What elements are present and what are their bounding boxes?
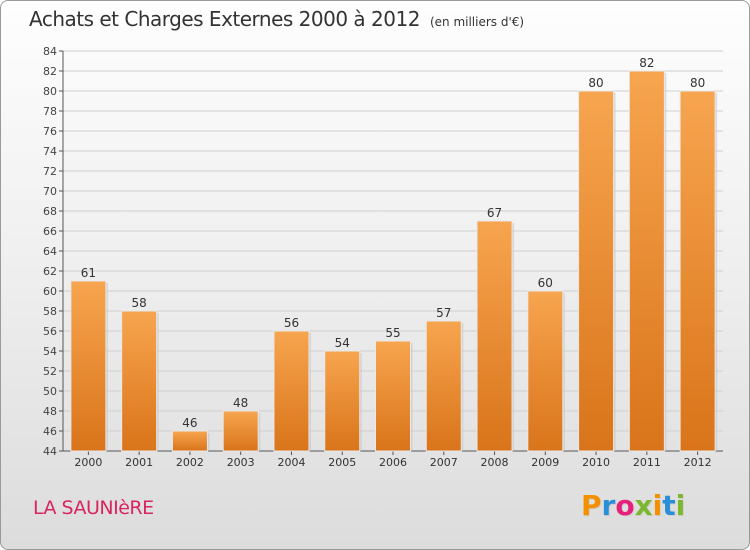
chart-title: Achats et Charges Externes 2000 à 2012 (e…: [29, 7, 524, 31]
chart-units: (en milliers d'€): [429, 15, 525, 29]
bar-2006: [375, 340, 411, 452]
data-label: 60: [538, 276, 553, 290]
logo-letter: i: [652, 489, 663, 522]
y-tick-label: 50: [43, 385, 57, 398]
proxiti-logo: Proxiti: [581, 489, 685, 522]
bar-2004: [273, 330, 310, 452]
x-tick-label: 2010: [582, 456, 610, 469]
y-tick-label: 52: [43, 365, 57, 378]
y-tick-label: 46: [43, 425, 57, 438]
logo-letter: i: [675, 489, 686, 522]
y-tick-label: 44: [43, 445, 57, 458]
x-tick-label: 2001: [125, 456, 153, 469]
data-label: 80: [690, 76, 705, 90]
bar-2010: [578, 90, 615, 452]
commune-name: LA SAUNIèRE: [33, 497, 154, 519]
y-tick-label: 72: [43, 165, 57, 178]
y-tick-label: 60: [43, 285, 57, 298]
bars: [70, 70, 718, 452]
y-tick-label: 78: [43, 105, 57, 118]
bar-2000: [70, 280, 107, 452]
y-tick-label: 82: [43, 65, 57, 78]
y-tick-label: 58: [43, 305, 57, 318]
logo-letter: t: [662, 489, 676, 522]
x-tick-label: 2004: [277, 456, 305, 469]
x-tick-label: 2002: [176, 456, 204, 469]
x-tick-label: 2000: [74, 456, 102, 469]
bar-2005: [324, 350, 361, 452]
bar-2012: [679, 90, 716, 452]
logo-letter: x: [634, 489, 653, 522]
logo-letter: r: [601, 489, 616, 522]
y-tick-label: 80: [43, 85, 57, 98]
y-tick-label: 54: [43, 345, 57, 358]
data-label: 80: [588, 76, 603, 90]
bar-2001: [121, 310, 158, 452]
x-tick-label: 2011: [633, 456, 661, 469]
data-label: 56: [284, 316, 299, 330]
bar-2007: [425, 320, 462, 452]
logo-letter: o: [615, 489, 635, 522]
bar-2002: [171, 430, 208, 452]
logo-letter: P: [581, 489, 602, 522]
y-tick-label: 76: [43, 125, 57, 138]
data-label: 58: [132, 296, 147, 310]
y-tick-label: 66: [43, 225, 57, 238]
bar-2008: [476, 220, 513, 452]
y-tick-label: 48: [43, 405, 57, 418]
data-label: 55: [385, 326, 400, 340]
bar-2003: [222, 410, 259, 452]
data-label: 46: [182, 416, 197, 430]
y-tick-label: 84: [43, 45, 57, 58]
y-tick-label: 68: [43, 205, 57, 218]
data-label: 61: [81, 266, 96, 280]
data-label: 67: [487, 206, 502, 220]
data-label: 54: [335, 336, 350, 350]
x-tick-label: 2003: [227, 456, 255, 469]
labels: 61 2000 58 2001 46 2002 48 2003 56 2004 54 2005 55 20…: [74, 56, 711, 469]
data-label: 82: [639, 56, 654, 70]
y-tick-label: 70: [43, 185, 57, 198]
y-tick-label: 56: [43, 325, 57, 338]
x-tick-label: 2008: [481, 456, 509, 469]
x-tick-label: 2006: [379, 456, 407, 469]
x-tick-label: 2012: [684, 456, 712, 469]
data-label: 48: [233, 396, 248, 410]
y-tick-label: 64: [43, 245, 57, 258]
x-tick-label: 2007: [430, 456, 458, 469]
data-label: 57: [436, 306, 451, 320]
x-tick-label: 2005: [328, 456, 356, 469]
bar-2011: [628, 70, 665, 452]
y-tick-label: 62: [43, 265, 57, 278]
x-tick-label: 2009: [531, 456, 559, 469]
bar-2009: [527, 290, 564, 452]
chart-title-text: Achats et Charges Externes 2000 à 2012: [29, 7, 420, 31]
y-tick-label: 74: [43, 145, 57, 158]
